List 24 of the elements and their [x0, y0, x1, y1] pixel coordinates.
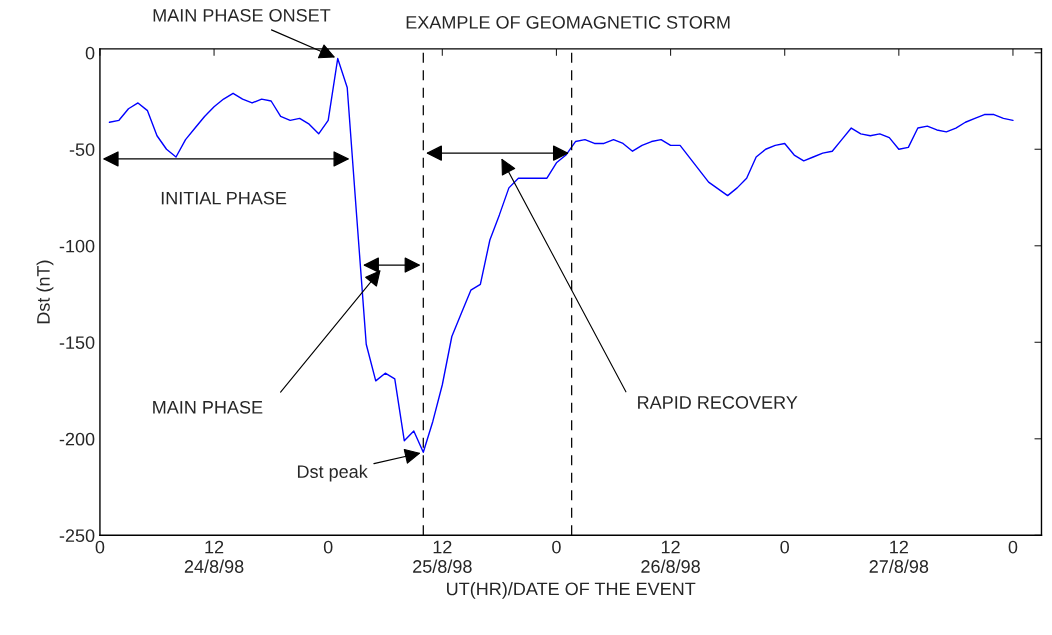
- y-tick-label: -100: [59, 239, 95, 253]
- y-tick-label: 0: [85, 46, 95, 60]
- x-tick-label: 12 25/8/98: [413, 540, 472, 573]
- x-tick-label: 12 26/8/98: [641, 540, 700, 573]
- annotation: Dst peak: [297, 464, 368, 482]
- annotation: INITIAL PHASE: [161, 191, 287, 205]
- x-tick-label: 0: [323, 540, 333, 554]
- y-tick-label: -250: [59, 529, 95, 543]
- y-tick-label: -150: [59, 336, 95, 350]
- x-tick-label: 0: [780, 540, 790, 554]
- x-tick-label: 0: [552, 540, 561, 554]
- x-tick-label: 12 24/8/98: [184, 540, 244, 573]
- chart-title: EXAMPLE OF GEOMAGNETIC STORM: [406, 15, 730, 29]
- annotation: RAPID RECOVERY: [638, 396, 798, 409]
- x-tick-label: 0: [95, 540, 105, 554]
- y-tick-label: -200: [59, 432, 95, 446]
- annotation: MAIN PHASE ONSET: [153, 8, 331, 22]
- y-axis-title: Dst (nT): [36, 260, 54, 324]
- x-axis-title: UT(HR)/DATE OF THE EVENT: [447, 582, 696, 599]
- annotation: MAIN PHASE: [153, 400, 263, 414]
- x-tick-label: 0: [1008, 540, 1018, 554]
- y-tick-label: -50: [69, 143, 95, 156]
- line-series: [108, 57, 1014, 454]
- x-tick-label: 12 27/8/98: [869, 540, 929, 573]
